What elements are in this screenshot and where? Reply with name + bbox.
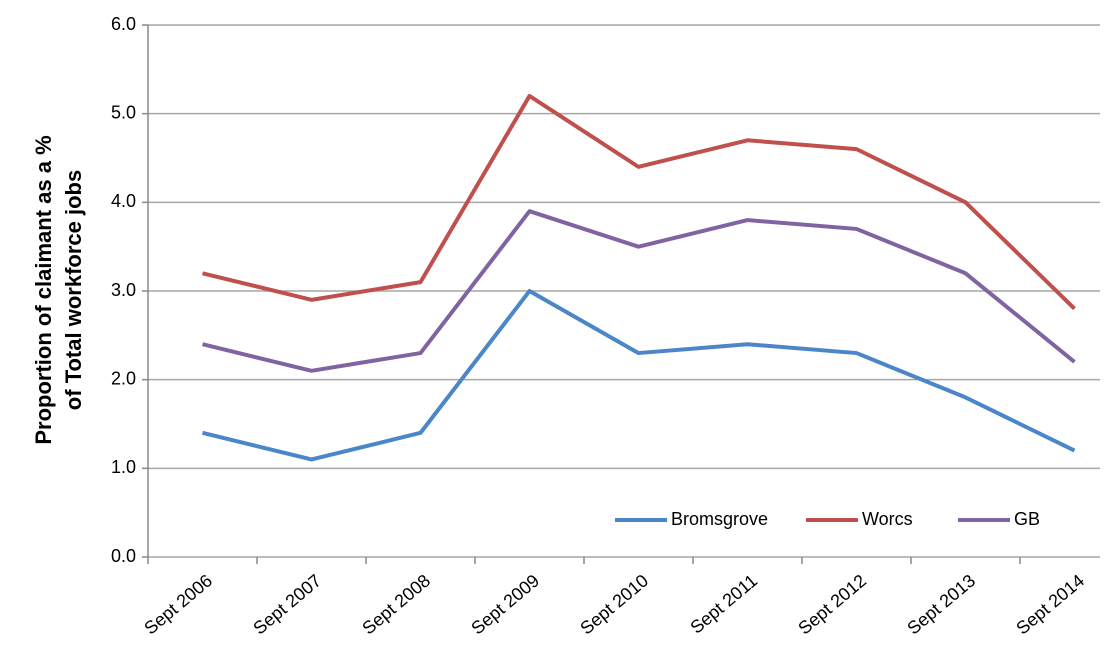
x-tick-label: Sept 2014 [1012,570,1088,638]
legend-label: GB [1014,509,1040,529]
x-tick-label: Sept 2008 [358,570,434,638]
y-tick-label: 4.0 [111,191,136,211]
x-tick-label: Sept 2006 [140,570,216,638]
y-tick-label: 5.0 [111,102,136,122]
y-tick-label: 2.0 [111,368,136,388]
x-tick-label: Sept 2010 [576,570,652,638]
y-tick-label: 0.0 [111,546,136,566]
y-tick-label: 6.0 [111,14,136,34]
series-line [202,93,1076,311]
series-line [202,209,1076,373]
x-tick-label: Sept 2011 [686,570,761,637]
x-tick-label: Sept 2009 [467,570,543,638]
y-axis-label: of Total workforce jobs [61,170,86,410]
legend-label: Bromsgrove [671,509,768,529]
y-axis-label: Proportion of claimant as a % [31,135,56,444]
legend-label: Worcs [862,509,913,529]
y-tick-label: 3.0 [111,280,136,300]
x-tick-label: Sept 2007 [249,570,325,638]
y-tick-label: 1.0 [111,457,136,477]
series-line [202,289,1076,462]
x-tick-label: Sept 2013 [903,570,979,638]
x-tick-label: Sept 2012 [794,570,870,638]
